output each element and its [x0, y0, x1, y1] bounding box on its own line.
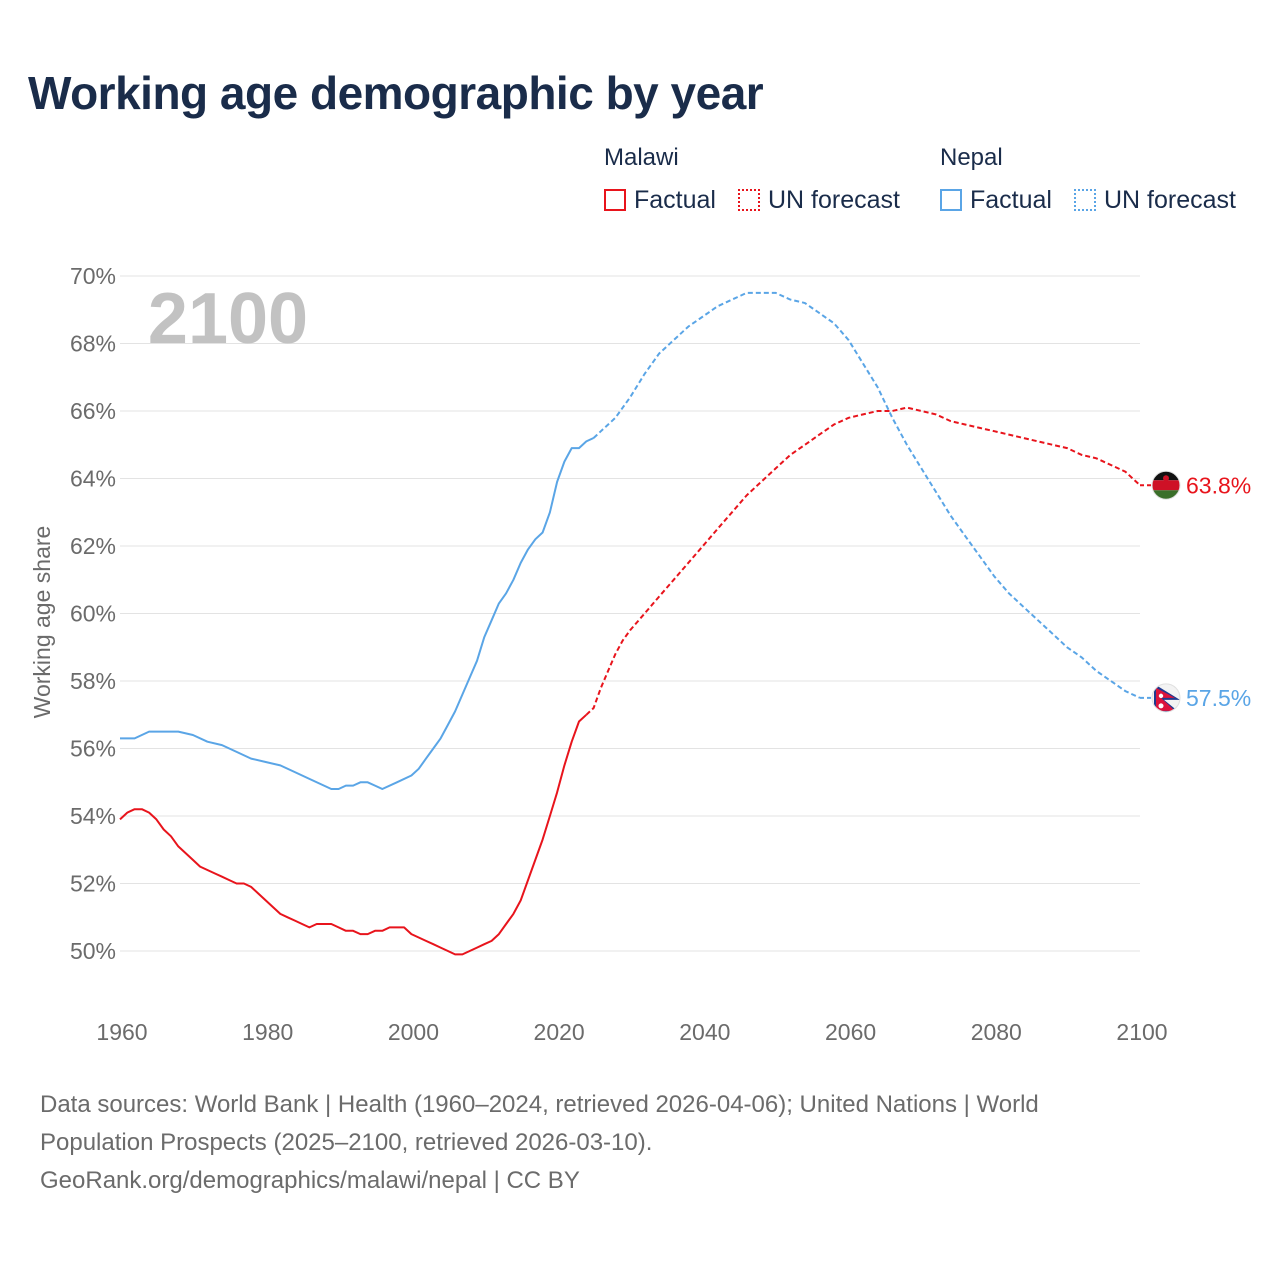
- x-tick-label: 2020: [534, 1019, 585, 1045]
- x-tick-label: 2100: [1116, 1019, 1167, 1045]
- legend-group-malawi: Malawi: [604, 144, 679, 171]
- legend-swatch-solid-icon: [940, 189, 962, 211]
- y-tick-label: 62%: [70, 533, 116, 559]
- x-tick-label: 2080: [971, 1019, 1022, 1045]
- legend-label: Factual: [970, 185, 1052, 214]
- series-line-malawi-forecast: [585, 406, 1141, 716]
- footer: Data sources: World Bank | Health (1960–…: [40, 1086, 1240, 1200]
- chart-title: Working age demographic by year: [28, 67, 764, 119]
- y-tick-label: 52%: [70, 871, 116, 897]
- y-tick-label: 70%: [70, 263, 116, 289]
- y-tick-label: 50%: [70, 938, 116, 964]
- series-line-nepal-factual: [120, 437, 595, 790]
- legend-swatch-dotted-icon: [738, 189, 760, 211]
- gridlines: [120, 275, 1140, 952]
- x-tick-label: 2000: [388, 1019, 439, 1045]
- footer-attribution: GeoRank.org/demographics/malawi/nepal | …: [40, 1167, 580, 1194]
- malawi-flag-border: [1151, 470, 1181, 500]
- footer-source-line-2: Population Prospects (2025–2100, retriev…: [40, 1129, 653, 1156]
- malawi-flag-icon: [1152, 471, 1180, 500]
- x-tick-label: 2040: [679, 1019, 730, 1045]
- legend-item-malawi-factual[interactable]: Factual: [604, 185, 716, 215]
- end-value-label-nepal: 57.5%: [1186, 685, 1251, 711]
- series-line-malawi-factual: [119, 714, 587, 956]
- y-axis-label: Working age share: [29, 526, 55, 719]
- y-tick-label: 68%: [70, 331, 116, 357]
- series-lines: [119, 291, 1141, 956]
- nepal-flag-icon: [1152, 683, 1180, 712]
- legend-swatch-solid-icon: [604, 189, 626, 211]
- legend-item-malawi-forecast[interactable]: UN forecast: [738, 185, 900, 215]
- legend-item-nepal-factual[interactable]: Factual: [940, 185, 1052, 215]
- end-value-label-malawi: 63.8%: [1186, 472, 1251, 498]
- y-tick-label: 58%: [70, 668, 116, 694]
- y-tick-label: 56%: [70, 736, 116, 762]
- y-tick-label: 54%: [70, 803, 116, 829]
- x-tick-label: 1960: [96, 1019, 147, 1045]
- legend-label: UN forecast: [768, 185, 900, 214]
- legend-item-nepal-forecast[interactable]: UN forecast: [1074, 185, 1236, 215]
- y-tick-label: 64%: [70, 466, 116, 492]
- nepal-flag-border: [1151, 683, 1181, 713]
- y-tick-label: 66%: [70, 398, 116, 424]
- y-axis-ticks: 50% 52% 54% 56% 58% 60% 62% 64% 66% 68% 70%: [70, 263, 116, 964]
- x-tick-label: 2060: [825, 1019, 876, 1045]
- legend-swatch-dotted-icon: [1074, 189, 1096, 211]
- legend-group-nepal: Nepal: [940, 144, 1003, 171]
- legend-label: Factual: [634, 185, 716, 214]
- footer-source-line-1: Data sources: World Bank | Health (1960–…: [40, 1091, 1039, 1118]
- y-tick-label: 60%: [70, 601, 116, 627]
- legend-label: UN forecast: [1104, 185, 1236, 214]
- x-axis-ticks: 1960 1980 2000 2020 2040 2060 2080 2100: [96, 1019, 1167, 1045]
- series-line-nepal-forecast: [592, 291, 1141, 699]
- year-watermark: 2100: [148, 279, 308, 359]
- x-tick-label: 1980: [242, 1019, 293, 1045]
- series-end-markers: 63.8% 57.5%: [1140, 470, 1251, 713]
